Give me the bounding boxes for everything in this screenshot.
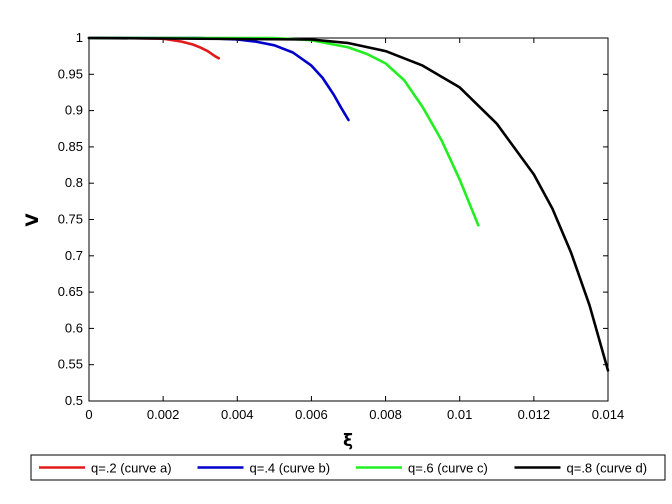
- y-axis-label: V: [23, 213, 43, 227]
- x-tick-label: 0.002: [147, 407, 180, 422]
- y-tick-label: 0.95: [58, 66, 83, 81]
- x-tick-label: 0.01: [447, 407, 472, 422]
- x-tick-label: 0.012: [518, 407, 551, 422]
- series-line-4: [87, 36, 610, 372]
- plot-frame: [88, 37, 609, 402]
- y-tick-label: 0.5: [65, 393, 83, 408]
- y-tick-label: 0.65: [58, 284, 83, 299]
- x-tick-label: 0.004: [221, 407, 254, 422]
- x-axis: 0 0.002 0.004 0.006 0.008 0.01 0.012 0.014: [85, 38, 624, 422]
- y-tick-label: 0.8: [65, 175, 83, 190]
- series-lines: [87, 36, 610, 372]
- x-tick-label: 0.006: [295, 407, 328, 422]
- y-tick-label: 1: [76, 30, 83, 45]
- legend-label-2: q=.4 (curve b): [250, 461, 331, 476]
- y-tick-label: 0.55: [58, 357, 83, 372]
- legend-label-4: q=.8 (curve d): [567, 461, 648, 476]
- y-tick-label: 0.9: [65, 103, 83, 118]
- y-tick-label: 0.7: [65, 248, 83, 263]
- y-tick-label: 0.6: [65, 320, 83, 335]
- legend: q=.2 (curve a) q=.4 (curve b) q=.6 (curve …: [30, 454, 666, 481]
- x-tick-label: 0: [85, 407, 92, 422]
- y-axis: 0.5 0.55 0.6 0.65 0.7 0.75 0.8 0.85 0.9 0.95 1: [58, 30, 608, 408]
- x-axis-label: ξ: [343, 431, 353, 451]
- x-tick-label: 0.008: [369, 407, 402, 422]
- x-tick-label: 0.014: [592, 407, 625, 422]
- y-tick-label: 0.85: [58, 139, 83, 154]
- plot-area: [88, 37, 609, 402]
- legend-label-3: q=.6 (curve c): [408, 461, 488, 476]
- legend-label-1: q=.2 (curve a): [91, 461, 172, 476]
- y-tick-label: 0.75: [58, 212, 83, 227]
